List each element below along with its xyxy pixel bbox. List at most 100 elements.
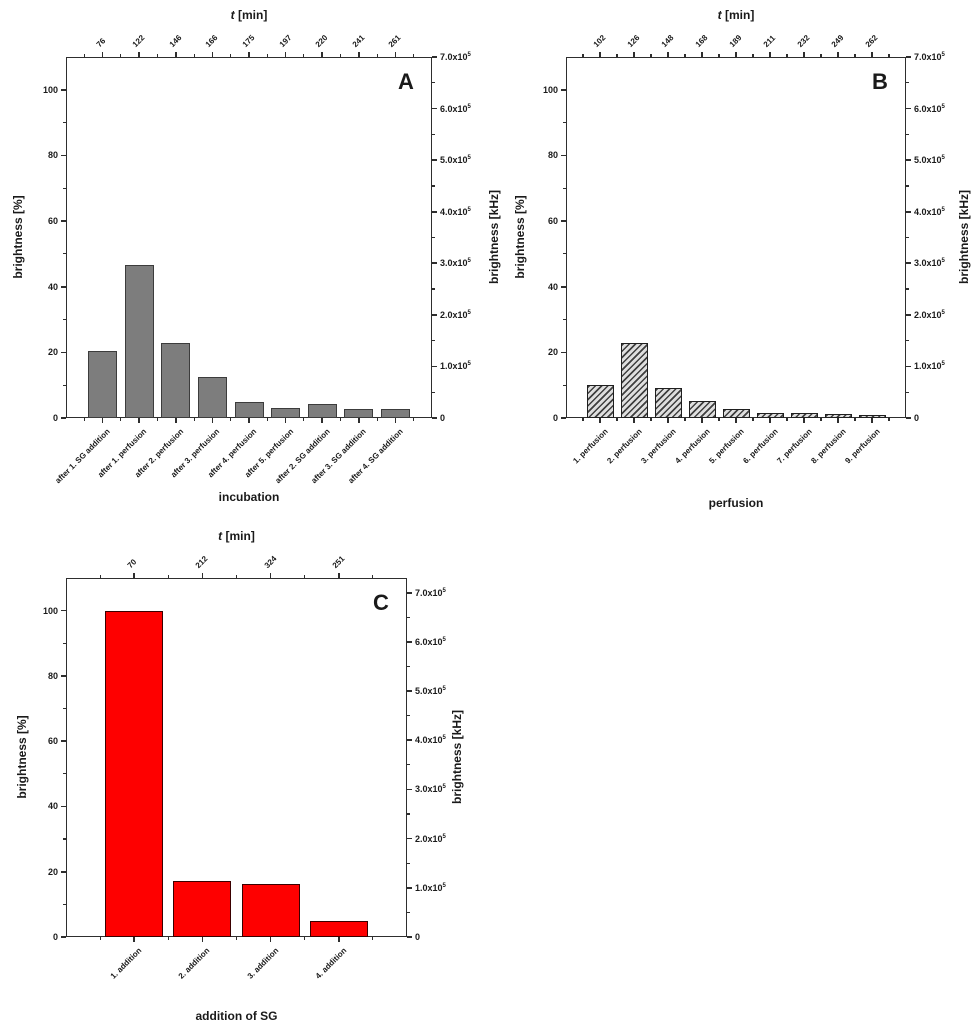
left-axis-tick xyxy=(561,351,566,354)
top-axis-tick xyxy=(701,52,703,57)
top-axis-tick xyxy=(284,52,287,57)
left-axis-tick-label: 40 xyxy=(547,281,558,292)
left-axis-tick xyxy=(61,936,66,938)
left-axis-tick-label: 100 xyxy=(42,84,58,95)
bar xyxy=(586,385,614,418)
top-axis-tick-label: 189 xyxy=(727,33,744,49)
left-axis-tick-label: 0 xyxy=(52,413,58,423)
x-axis-tick xyxy=(211,418,214,423)
top-axis-tick-label: 122 xyxy=(130,33,147,49)
bar xyxy=(271,408,301,418)
bar xyxy=(824,414,852,418)
right-axis-tick xyxy=(407,641,412,643)
right-axis-minor-tick xyxy=(906,133,909,135)
top-axis-tick xyxy=(633,52,635,57)
x-axis-tick xyxy=(101,418,104,423)
left-axis-minor-tick xyxy=(63,773,66,775)
bar xyxy=(173,880,232,937)
right-axis-tick xyxy=(407,788,412,791)
right-axis-tick-label: 1.0x105 xyxy=(914,361,945,372)
x-axis-minor-tick xyxy=(99,937,101,940)
left-axis-tick xyxy=(561,285,566,288)
top-axis-minor-tick xyxy=(413,54,415,57)
right-axis-tick-label: 4.0x105 xyxy=(415,735,446,746)
left-axis-minor-tick xyxy=(63,318,66,321)
right-axis-tick-label: 6.0x105 xyxy=(440,103,471,114)
left-axis-tick-label: 100 xyxy=(42,605,58,616)
right-axis-minor-tick xyxy=(407,813,410,815)
left-axis-tick xyxy=(61,154,66,157)
right-axis-tick xyxy=(906,314,911,316)
top-axis-minor-tick xyxy=(235,575,238,578)
left-axis-title: brightness [%] xyxy=(11,194,25,279)
right-axis-tick-label: 4.0x105 xyxy=(440,206,471,217)
left-axis-tick-label: 0 xyxy=(552,413,558,423)
left-axis-tick-label: 40 xyxy=(47,801,58,812)
x-axis-tick-label: 9. perfusion xyxy=(842,427,882,466)
top-axis-minor-tick xyxy=(854,54,856,57)
left-axis-tick xyxy=(61,220,66,222)
left-axis-tick-label: 0 xyxy=(52,932,58,942)
x-axis-minor-tick xyxy=(339,418,342,421)
x-axis-tick-label: 2. perfusion xyxy=(604,427,644,466)
top-axis-tick-label: 212 xyxy=(194,554,210,570)
x-axis-tick-label: 3. addition xyxy=(245,946,280,981)
top-axis-tick-label: 148 xyxy=(659,33,676,49)
top-axis-tick-label: 220 xyxy=(313,33,330,49)
right-axis-tick xyxy=(407,690,412,692)
x-axis-tick xyxy=(599,418,601,423)
top-axis-tick-label: 241 xyxy=(350,33,367,49)
bar xyxy=(124,265,154,418)
right-axis-title: brightness [kHz] xyxy=(450,709,464,804)
x-axis-tick xyxy=(701,418,703,423)
right-axis-tick-label: 2.0x105 xyxy=(440,309,471,320)
top-axis-tick xyxy=(138,52,140,57)
x-axis-tick-label: 2. addition xyxy=(177,946,212,981)
bar xyxy=(620,342,648,418)
top-axis-minor-tick xyxy=(230,54,232,57)
top-axis-tick xyxy=(599,52,601,57)
left-axis-tick-label: 80 xyxy=(47,150,58,161)
left-axis-tick xyxy=(61,609,66,612)
left-axis-tick xyxy=(61,351,66,354)
right-axis-minor-tick xyxy=(906,288,909,290)
left-axis-tick xyxy=(61,89,66,91)
top-axis-minor-tick xyxy=(616,54,618,57)
right-axis-tick-label: 4.0x105 xyxy=(914,206,945,217)
x-axis-minor-tick xyxy=(83,418,85,421)
top-axis-minor-tick xyxy=(304,575,306,578)
top-axis-minor-tick xyxy=(582,54,584,57)
top-axis-tick xyxy=(803,52,805,57)
left-axis-minor-tick xyxy=(63,384,66,386)
left-axis-minor-tick xyxy=(63,253,66,255)
left-axis-tick-label: 20 xyxy=(47,347,58,358)
right-axis-tick-label: 3.0x105 xyxy=(440,258,471,269)
right-axis-tick xyxy=(906,262,911,265)
top-axis-minor-tick xyxy=(752,54,754,57)
left-axis-tick xyxy=(561,89,566,91)
right-axis-tick-label: 7.0x105 xyxy=(440,52,471,62)
bar xyxy=(234,401,264,418)
x-axis-minor-tick xyxy=(304,937,306,940)
left-axis-title: brightness [%] xyxy=(513,194,527,279)
right-axis-tick-label: 7.0x105 xyxy=(914,52,945,62)
top-axis-minor-tick xyxy=(376,54,378,57)
x-axis-tick-label: 3. perfusion xyxy=(638,427,678,466)
top-axis-tick xyxy=(394,52,397,57)
top-axis-tick xyxy=(269,573,272,578)
right-axis-title: brightness [kHz] xyxy=(957,189,971,284)
left-axis-minor-tick xyxy=(63,642,66,644)
right-axis-minor-tick xyxy=(906,340,909,342)
right-axis-minor-tick xyxy=(432,82,435,84)
top-axis-minor-tick xyxy=(372,575,374,578)
right-axis-minor-tick xyxy=(407,911,410,913)
x-axis-minor-tick xyxy=(582,418,584,421)
right-axis-tick-label: 0 xyxy=(440,413,446,423)
left-axis-minor-tick xyxy=(563,384,566,386)
left-axis-tick-label: 40 xyxy=(47,281,58,292)
right-axis-minor-tick xyxy=(407,616,410,618)
panel-letter: C xyxy=(373,590,389,615)
x-axis-minor-tick xyxy=(650,418,652,421)
right-axis-minor-tick xyxy=(432,185,435,187)
